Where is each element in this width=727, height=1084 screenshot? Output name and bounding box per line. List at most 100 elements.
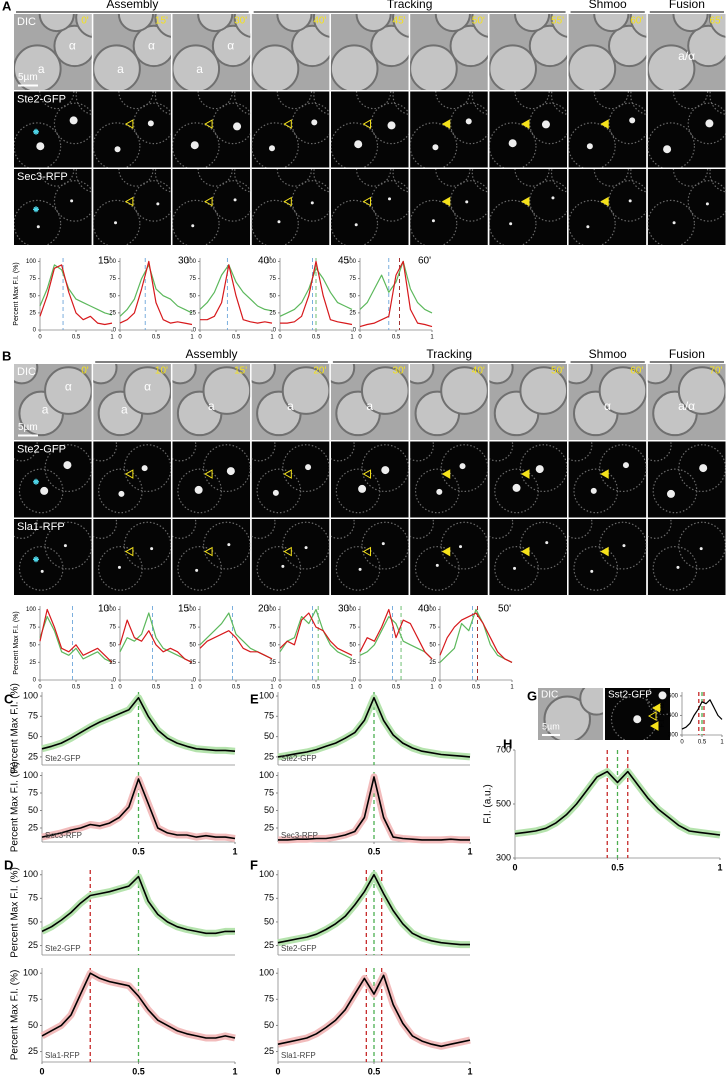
bright-spot — [672, 221, 676, 225]
profile-line — [439, 608, 513, 663]
cell — [251, 44, 300, 90]
y-tick-label: 50 — [189, 293, 196, 299]
x-tick-label: 0.5 — [312, 685, 321, 691]
arrowhead — [441, 546, 451, 557]
micrograph — [93, 91, 171, 168]
cell-label: a — [196, 62, 203, 76]
phase-label: Assembly — [106, 0, 158, 11]
bright-spot — [117, 565, 121, 569]
time-label: 10' — [155, 366, 168, 377]
cell-outline — [53, 180, 92, 222]
cell-outline — [234, 91, 251, 115]
x-tick-label: 0.5 — [698, 740, 707, 746]
bright-spot — [195, 568, 199, 572]
cell-outline — [361, 444, 409, 493]
y-axis-label: Percent Max F.I. (%) — [10, 683, 21, 774]
cell — [489, 364, 514, 385]
bright-spot — [194, 485, 203, 494]
y-tick-label: 100 — [259, 690, 274, 700]
bright-spot — [311, 119, 318, 126]
time-label: 0' — [81, 16, 89, 27]
cell-outline — [335, 546, 381, 591]
cell — [392, 14, 409, 38]
arrowhead — [362, 469, 372, 479]
y-tick-label: 75 — [349, 625, 356, 631]
cell — [513, 14, 551, 33]
cell — [355, 14, 392, 33]
y-tick-label: 25 — [28, 940, 38, 950]
profile-line — [278, 776, 470, 841]
profile-line — [119, 619, 193, 663]
error-band — [514, 768, 721, 839]
arrowhead — [283, 546, 292, 557]
curve-label: Sla1-RFP — [45, 1051, 80, 1060]
y-axis-label: Percent Max F.I. (%) — [10, 867, 21, 958]
bright-spot — [63, 461, 72, 470]
time-label: 65' — [709, 16, 722, 27]
time-label: 70' — [709, 366, 722, 377]
micrograph — [410, 441, 488, 518]
x-tick-label: 0.5 — [132, 846, 145, 856]
cell-outline — [471, 91, 488, 115]
micrograph: 60' — [568, 14, 647, 90]
y-tick-label: 50 — [264, 731, 274, 741]
cell-outline — [123, 521, 171, 570]
cell-label: a — [366, 399, 373, 413]
arrowhead — [124, 196, 134, 207]
bright-spot — [705, 119, 714, 128]
cell — [172, 44, 221, 90]
time-label: 15' — [234, 366, 247, 377]
cell-outline — [652, 546, 698, 591]
cell — [579, 688, 603, 716]
cell-outline — [44, 444, 92, 493]
time-label: 20' — [258, 604, 271, 615]
y-tick-label: 25 — [269, 310, 276, 316]
curve-label: Ste2-GFP — [45, 754, 81, 763]
profile-line — [199, 612, 273, 660]
cell — [449, 24, 488, 68]
cell — [360, 366, 409, 415]
cell-outline — [687, 102, 726, 145]
profile-line — [41, 778, 236, 840]
micrograph: 15' a — [172, 364, 251, 440]
cell-outline — [18, 546, 64, 591]
y-tick-label: 25 — [264, 940, 274, 950]
cell-outline — [647, 122, 696, 168]
micrograph: 30' a α — [172, 14, 251, 90]
micrograph — [410, 91, 488, 168]
profile-line — [199, 630, 273, 660]
y-tick-label: 50 — [349, 642, 356, 648]
bright-spot — [509, 222, 513, 226]
x-tick-label: 0.5 — [232, 335, 241, 341]
row-label: Sst2-GFP — [608, 690, 652, 701]
y-tick-label: 25 — [28, 1046, 38, 1056]
x-tick-label: 0.5 — [392, 335, 401, 341]
bright-spot — [586, 143, 593, 150]
y-axis-label: Percent Max F.I. (%) — [10, 970, 21, 1061]
bright-spot — [658, 691, 667, 700]
cell-outline — [489, 122, 537, 168]
y-tick-label: 25 — [349, 310, 356, 316]
cell-outline — [202, 444, 251, 493]
curve-label: Ste2-GFP — [281, 944, 317, 953]
cell-outline — [630, 169, 647, 193]
cell-outline — [282, 521, 330, 570]
cell-outline — [313, 91, 330, 115]
micrograph: 60' α — [568, 364, 647, 440]
y-tick-label: 75 — [349, 276, 356, 282]
panel-letter: A — [2, 0, 12, 13]
y-tick-label: 100 — [259, 968, 274, 978]
cell-outline — [550, 169, 568, 193]
cell-outline — [709, 91, 726, 115]
time-label: 40' — [472, 366, 485, 377]
time-label: 50' — [472, 16, 485, 27]
cell-outline — [234, 169, 251, 193]
x-tick-label: 1 — [467, 1066, 472, 1076]
y-tick-label: 50 — [28, 916, 38, 926]
micrograph: Ste2-GFP — [14, 441, 92, 518]
image-background — [14, 441, 92, 518]
image-background — [330, 519, 409, 595]
phase-label: Shmoo — [589, 0, 627, 11]
cell — [93, 364, 118, 385]
bright-spot — [666, 489, 675, 498]
